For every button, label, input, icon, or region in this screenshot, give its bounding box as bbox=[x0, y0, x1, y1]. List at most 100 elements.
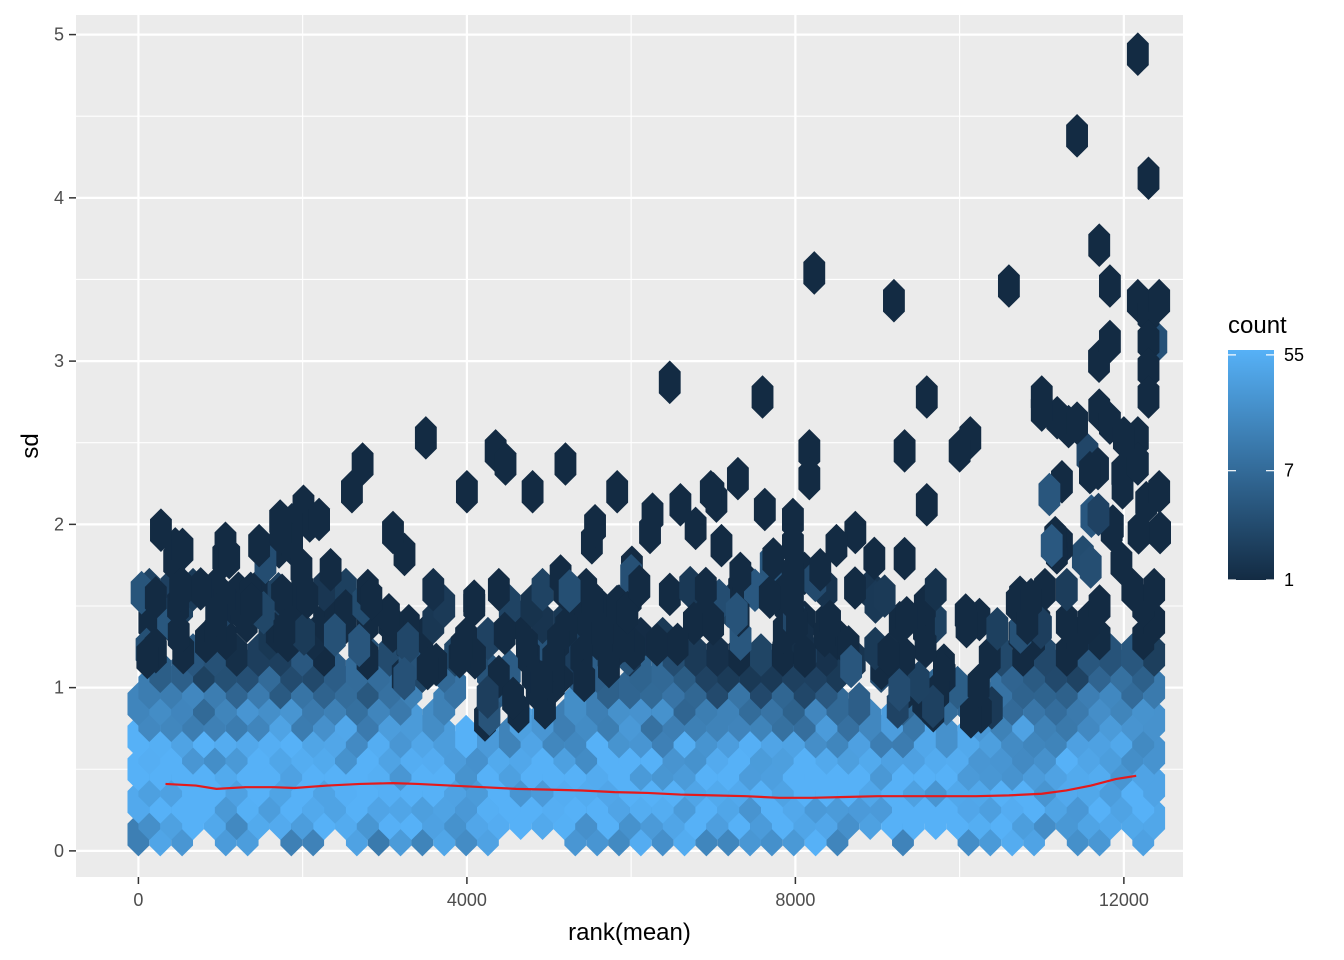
legend-colorbar bbox=[1228, 350, 1274, 580]
hex-cell bbox=[573, 658, 596, 703]
hex-cell bbox=[1137, 375, 1160, 419]
hex-cell bbox=[782, 551, 804, 596]
hex-cell bbox=[269, 510, 292, 555]
hex-cell bbox=[351, 442, 374, 486]
hex-cell bbox=[1020, 577, 1042, 622]
hex-cell bbox=[753, 487, 776, 532]
hex-cell bbox=[922, 684, 944, 729]
hex-cell bbox=[793, 634, 816, 679]
hex-cell bbox=[639, 510, 661, 555]
hex-cell bbox=[1038, 472, 1061, 517]
hex-cell bbox=[694, 566, 717, 611]
hex-cell bbox=[1148, 469, 1171, 514]
hex-cell bbox=[948, 429, 971, 473]
hex-cell bbox=[290, 547, 313, 591]
hex-cell bbox=[935, 714, 958, 759]
hex-cell bbox=[726, 456, 749, 501]
hex-cell bbox=[666, 622, 689, 667]
hex-cell bbox=[167, 612, 190, 657]
hex-cell bbox=[606, 469, 629, 514]
y-tick-label: 4 bbox=[54, 188, 64, 208]
hex-cell bbox=[863, 536, 886, 581]
hex-cell bbox=[1112, 416, 1135, 460]
hex-cell bbox=[750, 633, 772, 677]
hex-cell bbox=[1126, 32, 1149, 76]
hex-cell bbox=[1127, 511, 1150, 555]
hex-cell bbox=[729, 551, 752, 596]
hex-cell bbox=[1111, 466, 1134, 510]
legend-break-label: 55 bbox=[1284, 345, 1304, 365]
hex-cell bbox=[819, 599, 841, 644]
hex-cell bbox=[273, 609, 296, 654]
hex-cell bbox=[1030, 388, 1053, 432]
hex-cell bbox=[414, 416, 437, 460]
hex-cell bbox=[531, 567, 554, 612]
hex-cell bbox=[240, 582, 263, 626]
y-tick-label: 2 bbox=[54, 514, 64, 534]
hex-cell bbox=[271, 573, 293, 618]
hex-cell bbox=[1137, 347, 1160, 392]
hex-cell bbox=[598, 644, 620, 689]
hex-cell bbox=[907, 660, 930, 705]
hex-cell bbox=[1066, 401, 1088, 445]
hex-cell bbox=[218, 535, 241, 580]
hex-cell bbox=[888, 668, 911, 712]
hex-cell bbox=[554, 442, 577, 486]
hex-cell bbox=[844, 510, 867, 555]
hex-cell bbox=[422, 567, 445, 612]
y-tick-label: 5 bbox=[54, 25, 64, 45]
hex-cell bbox=[873, 574, 896, 618]
hex-cell bbox=[360, 576, 383, 621]
hex-cell bbox=[1079, 450, 1101, 495]
hex-cell bbox=[1148, 278, 1171, 323]
hex-cell bbox=[136, 635, 159, 680]
hex-cell bbox=[684, 506, 707, 551]
y-tick-label: 1 bbox=[54, 678, 64, 698]
hex-cell bbox=[493, 611, 516, 656]
hex-cell bbox=[893, 429, 916, 473]
y-tick-label: 0 bbox=[54, 841, 64, 861]
hex-cell bbox=[455, 714, 477, 759]
hex-cell bbox=[169, 567, 192, 612]
hex-cell bbox=[684, 633, 707, 677]
hex-cell bbox=[581, 580, 604, 625]
hex-cell bbox=[189, 567, 212, 611]
hex-cell bbox=[293, 612, 315, 656]
hex-cell bbox=[416, 646, 439, 691]
hex-cell bbox=[798, 456, 821, 501]
hex-cell bbox=[967, 663, 990, 708]
hex-cell bbox=[393, 656, 416, 701]
hex-cell bbox=[348, 623, 371, 668]
hex-cell bbox=[762, 537, 785, 581]
hex-cell bbox=[1098, 264, 1121, 308]
hex-cell bbox=[895, 595, 918, 640]
hex-cell bbox=[758, 575, 781, 620]
hex-cell bbox=[1055, 600, 1078, 645]
hex-cell bbox=[584, 503, 606, 548]
hex-cell bbox=[341, 469, 363, 514]
hex-cell bbox=[530, 660, 553, 704]
hex-cell bbox=[699, 469, 722, 514]
y-tick-label: 3 bbox=[54, 351, 64, 371]
hex-cell bbox=[848, 682, 871, 726]
hex-cell bbox=[893, 536, 916, 581]
hexbin-cells bbox=[127, 32, 1171, 857]
hex-cell bbox=[1087, 492, 1110, 537]
hex-cell bbox=[171, 527, 194, 572]
hex-cell bbox=[616, 590, 639, 635]
hex-cell bbox=[1055, 567, 1078, 612]
x-axis: 0 4000 8000 12000 bbox=[133, 877, 1149, 910]
hex-cell bbox=[319, 547, 342, 592]
hex-cell bbox=[725, 592, 748, 636]
hex-cell bbox=[450, 626, 473, 670]
hex-cell bbox=[877, 632, 900, 677]
hex-cell bbox=[382, 510, 404, 555]
hex-cell bbox=[915, 375, 938, 419]
hex-cell bbox=[1137, 319, 1160, 364]
hex-cell bbox=[809, 548, 832, 592]
hex-cell bbox=[915, 483, 938, 527]
hex-cell bbox=[487, 567, 510, 612]
hex-cell bbox=[521, 469, 544, 514]
hex-cell bbox=[710, 523, 733, 568]
